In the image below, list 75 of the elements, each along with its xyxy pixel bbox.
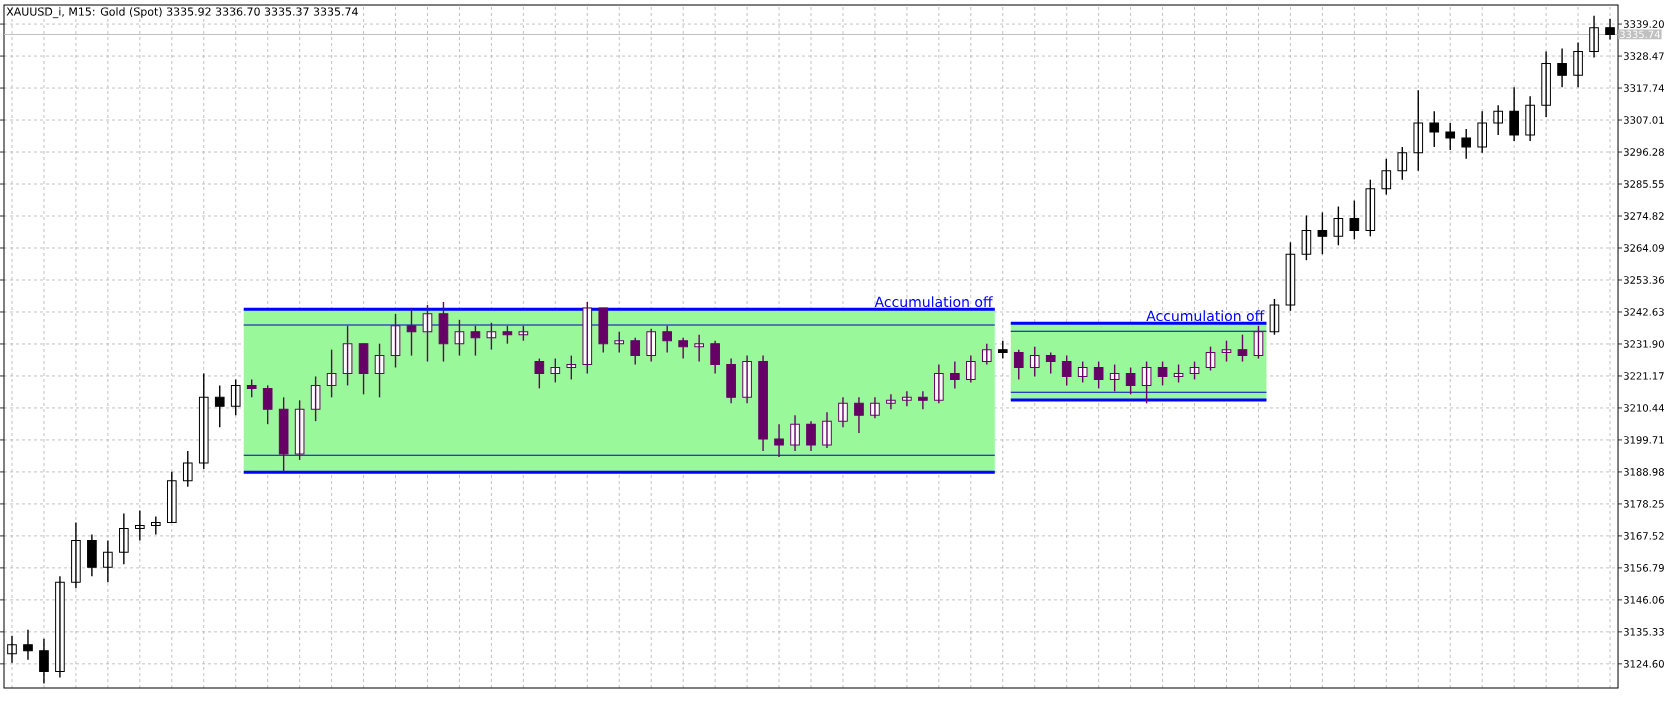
- y-tick-label: 3339.20: [1623, 20, 1664, 28]
- candlestick: [262, 384, 273, 425]
- y-tick-label: 3199.71: [1623, 436, 1664, 444]
- candlestick: [278, 396, 289, 473]
- y-tick-label: 3307.01: [1623, 116, 1664, 124]
- candlestick: [1397, 146, 1408, 181]
- candlestick: [1269, 298, 1280, 336]
- y-tick-label: 3253.36: [1623, 276, 1664, 284]
- ref-line-label: 3335.74: [1619, 30, 1660, 39]
- candlestick: [342, 325, 353, 387]
- candlestick: [1077, 360, 1088, 384]
- candlestick: [1061, 354, 1072, 387]
- candlestick: [1429, 110, 1440, 148]
- y-tick-label: 3231.90: [1623, 340, 1664, 348]
- candlestick: [1317, 211, 1328, 255]
- candlestick: [1125, 366, 1136, 396]
- y-tick-label: 3146.06: [1623, 596, 1664, 604]
- y-tick-label: 3242.63: [1623, 308, 1664, 316]
- candlestick: [214, 384, 225, 428]
- candlestick: [1093, 360, 1104, 390]
- candlestick: [1461, 128, 1472, 160]
- y-tick-label: 3188.98: [1623, 468, 1664, 476]
- candlestick: [198, 372, 209, 470]
- candlestick: [1285, 241, 1296, 312]
- candlestick: [454, 319, 465, 357]
- y-tick-label: 3264.09: [1623, 244, 1664, 252]
- candlestick: [1157, 360, 1168, 387]
- candlestick: [1301, 214, 1312, 261]
- candlestick: [534, 357, 545, 390]
- y-tick-label: 3274.82: [1623, 212, 1664, 220]
- band-label: Accumulation off: [1146, 310, 1265, 322]
- candlestick: [630, 337, 641, 366]
- y-tick-label: 3221.17: [1623, 372, 1664, 380]
- candlestick: [294, 399, 305, 461]
- y-tick-label: 3124.60: [1623, 660, 1664, 668]
- candlestick: [598, 307, 609, 354]
- y-tick-label: 3135.33: [1623, 628, 1664, 636]
- candlestick: [1045, 351, 1056, 375]
- candlestick: [614, 331, 625, 354]
- candlestick: [646, 328, 657, 363]
- candlestick: [1493, 104, 1503, 136]
- y-tick-label: 3328.47: [1623, 52, 1664, 60]
- candlestick: [1349, 199, 1360, 241]
- y-tick-label: 3317.74: [1623, 84, 1665, 92]
- candlestick: [358, 342, 369, 396]
- band-label: Accumulation off: [874, 296, 993, 308]
- candlestick: [1445, 122, 1456, 151]
- candlestick: [310, 375, 321, 422]
- candlestick: [326, 348, 337, 399]
- candlestick: [1333, 205, 1344, 246]
- candlestick: [1141, 360, 1152, 404]
- candlestick: [1381, 158, 1392, 196]
- candlestick: [486, 322, 497, 351]
- y-tick-label: 3167.52: [1623, 532, 1664, 540]
- y-tick-label: 3285.55: [1623, 180, 1664, 188]
- candlestick: [1109, 363, 1120, 393]
- candlestick: [182, 450, 193, 488]
- candlestick: [550, 357, 561, 384]
- candlestick: [582, 301, 593, 375]
- candlestick: [566, 354, 577, 381]
- y-tick-label: 3210.44: [1623, 404, 1665, 412]
- candlestick: [1029, 345, 1040, 378]
- candlestick: [374, 342, 385, 399]
- candlestick: [774, 423, 784, 458]
- y-tick-label: 3178.25: [1623, 500, 1664, 508]
- candlestick: [166, 471, 177, 524]
- chart-title: XAUUSD_i, M15: Gold (Spot) 3335.92 3336.70 3335.37 3335.74: [6, 7, 358, 19]
- candlestick: [470, 325, 481, 357]
- candlestick: [1365, 179, 1376, 238]
- candlestick: [1013, 348, 1024, 381]
- candlestick: [230, 378, 241, 416]
- y-tick-label: 3296.28: [1623, 148, 1664, 156]
- candlestick: [1413, 89, 1424, 172]
- candlestick: [981, 342, 992, 366]
- y-tick-label: 3156.79: [1623, 564, 1664, 572]
